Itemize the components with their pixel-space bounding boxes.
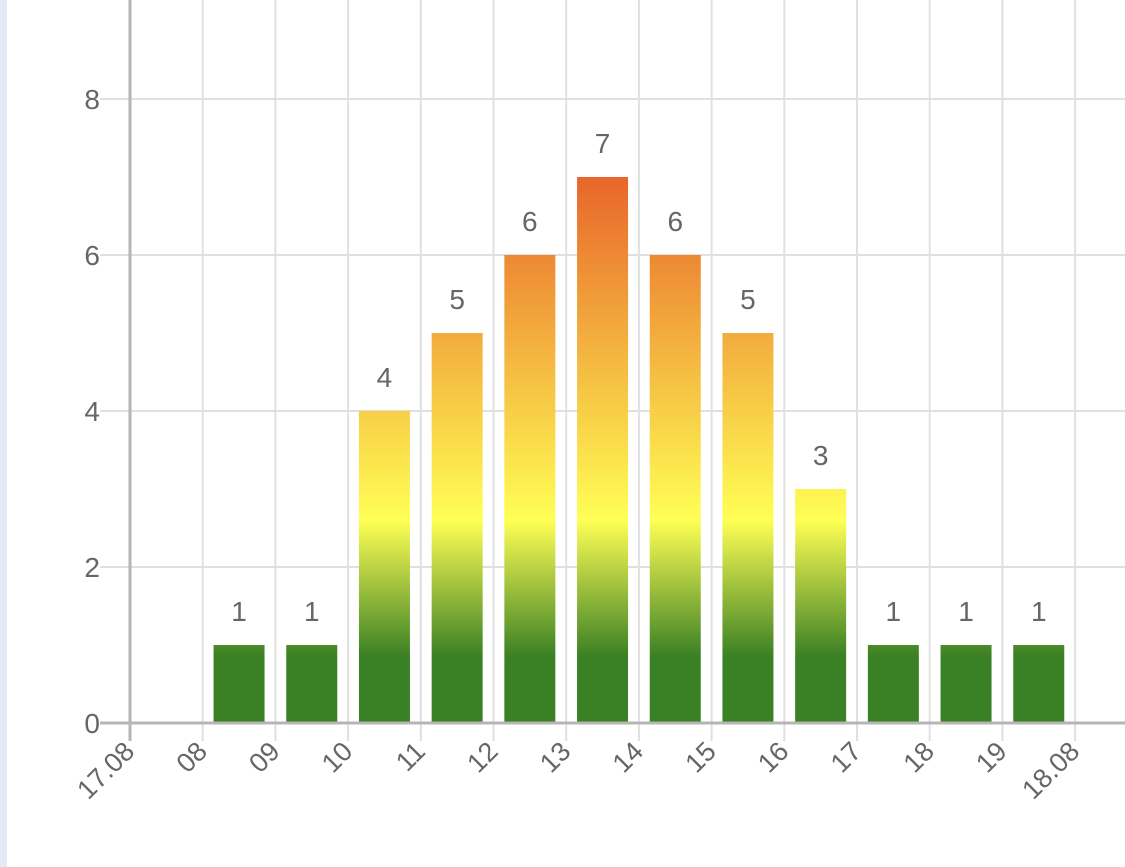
bar-value-label: 5 — [740, 284, 756, 315]
bar-12 — [504, 255, 556, 723]
bar-value-label: 3 — [813, 440, 829, 471]
bar-value-label: 1 — [304, 596, 320, 627]
bar-09 — [286, 645, 338, 723]
y-tick-label: 4 — [84, 396, 100, 427]
bar-13 — [577, 177, 629, 723]
bar-18 — [940, 645, 992, 723]
bar-value-label: 1 — [1031, 596, 1047, 627]
grid-lines — [100, 0, 1125, 741]
bars-group — [213, 177, 1065, 723]
bar-08 — [213, 645, 265, 723]
x-tick-label: 19 — [970, 736, 1012, 778]
bar-19 — [1013, 645, 1065, 723]
bar-value-label: 7 — [595, 128, 611, 159]
axes-group — [100, 0, 1125, 741]
y-tick-label: 2 — [84, 552, 100, 583]
x-tick-labels: 17.08 08 09 10 11 12 13 14 15 16 17 18 19 18.08 — [71, 736, 1085, 805]
bar-value-label: 1 — [231, 596, 247, 627]
x-tick-label: 12 — [461, 736, 503, 778]
bar-value-label: 5 — [449, 284, 465, 315]
x-tick-label: 17.08 — [71, 736, 140, 805]
bar-value-labels: 1 1 4 5 6 7 6 5 3 1 1 1 — [231, 128, 1046, 627]
x-tick-label: 10 — [316, 736, 358, 778]
bar-value-label: 1 — [886, 596, 902, 627]
y-tick-label: 0 — [84, 708, 100, 739]
x-tick-label: 15 — [679, 736, 721, 778]
left-border-strip — [0, 0, 7, 867]
x-tick-label: 18 — [897, 736, 939, 778]
bar-10 — [358, 411, 410, 723]
bar-value-label: 4 — [377, 362, 393, 393]
x-tick-label: 16 — [752, 736, 794, 778]
y-tick-labels: 0 2 4 6 8 — [84, 84, 100, 739]
x-tick-label: 14 — [607, 736, 649, 778]
y-tick-label: 6 — [84, 240, 100, 271]
x-tick-label: 08 — [170, 736, 212, 778]
bar-17 — [867, 645, 919, 723]
y-tick-label: 8 — [84, 84, 100, 115]
bar-14 — [649, 255, 701, 723]
bar-11 — [431, 333, 483, 723]
bar-15 — [722, 333, 774, 723]
bar-value-label: 6 — [522, 206, 538, 237]
x-tick-label: 17 — [825, 736, 867, 778]
bar-value-label: 6 — [667, 206, 683, 237]
x-tick-label: 11 — [390, 736, 431, 777]
x-tick-label: 13 — [534, 736, 576, 778]
x-tick-label: 18.08 — [1016, 736, 1085, 805]
bar-16 — [795, 489, 847, 723]
x-tick-label: 09 — [243, 736, 285, 778]
bar-value-label: 1 — [958, 596, 974, 627]
